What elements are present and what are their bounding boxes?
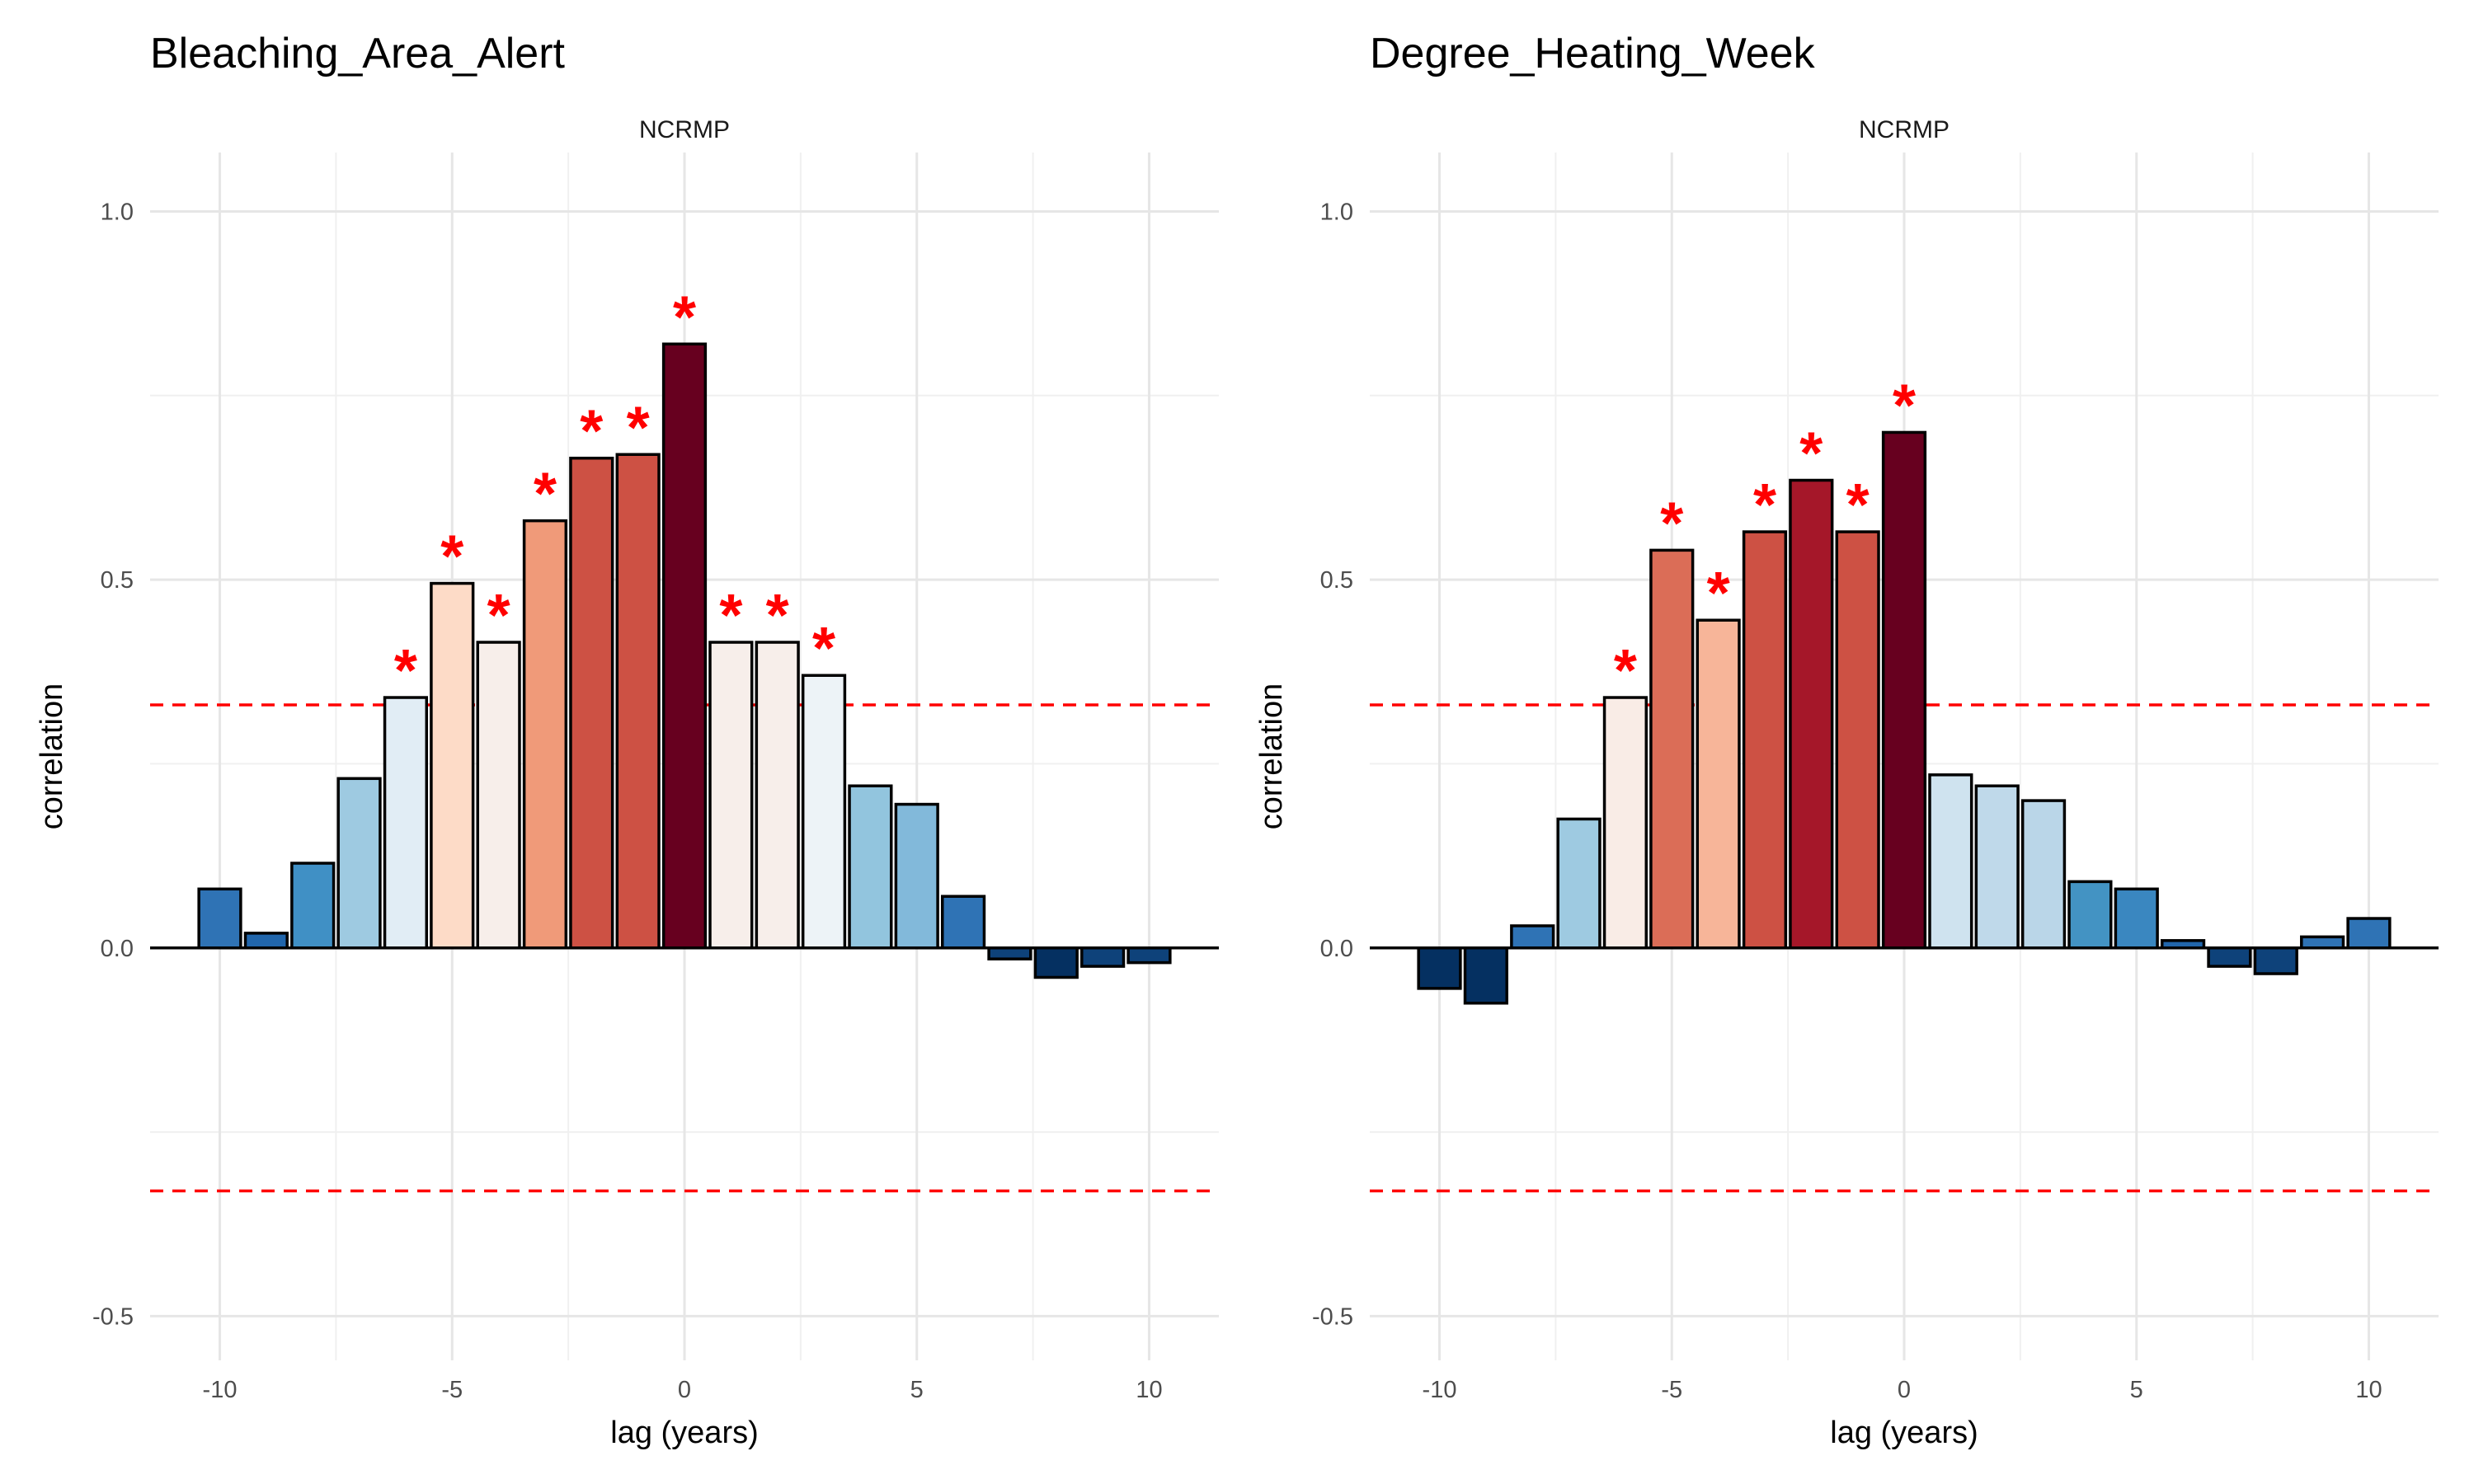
bar-lag-1: [1928, 773, 1973, 950]
chart-title: Bleaching_Area_Alert: [150, 30, 566, 77]
bar-lag-m6: [383, 696, 429, 950]
x-axis-label: lag (years): [610, 1416, 759, 1450]
bar-lag-2: [1974, 784, 2020, 950]
bar-lag-m8: [290, 862, 336, 950]
bar-lag-7: [987, 946, 1032, 960]
bar-lag-10: [1126, 946, 1172, 965]
bar-lag-m5: [1649, 548, 1695, 950]
star-lag-m6: *: [394, 638, 417, 704]
star-lag-1: *: [719, 583, 742, 649]
bar-lag-5: [2114, 887, 2159, 950]
x-tick-label: 0: [678, 1377, 691, 1403]
star-lag-m2: *: [1799, 421, 1823, 487]
bar-lag-4: [848, 784, 893, 950]
bar-lag-m10: [197, 887, 242, 950]
bar-lag-4: [2067, 880, 2113, 950]
y-axis-label: correlation: [1254, 683, 1289, 829]
bar-lag-8: [1033, 946, 1079, 979]
bar-lag-m1: [615, 453, 661, 950]
star-lag-m6: *: [1614, 638, 1637, 704]
star-lag-0: *: [673, 284, 696, 350]
bar-lag-0: [661, 342, 708, 950]
bar-lag-1: [708, 641, 754, 950]
bar-lag-m2: [569, 456, 614, 950]
y-tick-label: 1.0: [1320, 199, 1353, 225]
bar-lag-m6: [1602, 696, 1649, 950]
bar-lag-10: [2346, 917, 2392, 950]
star-lag-m5: *: [440, 524, 463, 590]
bar-lag-6: [940, 895, 986, 950]
bar-lag-0: [1881, 430, 1927, 950]
bar-lag-2: [755, 641, 800, 950]
star-lag-m4: *: [1707, 561, 1730, 627]
significance-markers: * * * * * * *: [1614, 373, 1916, 704]
y-tick-label: -0.5: [1312, 1303, 1353, 1330]
y-tick-label: 0.0: [101, 936, 134, 962]
chart-title: Degree_Heating_Week: [1370, 30, 1816, 77]
x-tick-label: -5: [441, 1377, 463, 1403]
star-lag-m3: *: [1753, 472, 1776, 538]
bar-lag-9: [2300, 935, 2345, 950]
bar-lag-m2: [1789, 478, 1834, 950]
x-tick-label: 0: [1898, 1377, 1911, 1403]
facet-strip-label: NCRMP: [1859, 116, 1950, 143]
star-lag-m1: *: [1846, 472, 1870, 538]
bars: [197, 342, 1172, 979]
star-lag-m5: *: [1660, 491, 1683, 556]
bars: [1417, 430, 2392, 1005]
y-tick-label: 0.5: [1320, 567, 1353, 594]
bar-lag-m5: [430, 581, 475, 950]
y-tick-label: 0.5: [101, 567, 134, 594]
significance-markers: * * * * * * * * * *: [394, 284, 835, 704]
star-lag-m2: *: [580, 399, 603, 465]
bar-lag-m4: [476, 641, 521, 950]
panel-1: * * * * * * * * * * -0.5 0.0 0.5 1.0 -10 -5 0 5 10 lag (yea…: [35, 30, 1219, 1450]
bar-lag-5: [894, 802, 939, 950]
bar-lag-9: [1080, 946, 1126, 968]
bar-lag-7: [2207, 946, 2252, 968]
bar-lag-m1: [1835, 530, 1880, 950]
bar-lag-m3: [522, 519, 568, 950]
star-lag-m3: *: [534, 462, 557, 528]
bar-lag-3: [2020, 799, 2067, 950]
x-axis-label: lag (years): [1830, 1416, 1978, 1450]
x-tick-label: 10: [1136, 1377, 1162, 1403]
x-tick-label: 5: [910, 1377, 924, 1403]
bar-lag-m4: [1696, 618, 1741, 950]
bar-lag-m7: [1556, 817, 1602, 950]
bar-lag-m9: [1463, 946, 1508, 1005]
star-lag-2: *: [766, 583, 789, 649]
bar-lag-m7: [336, 777, 382, 950]
x-tick-label: -10: [203, 1377, 238, 1403]
star-lag-0: *: [1893, 373, 1916, 439]
star-lag-m4: *: [487, 583, 510, 649]
x-tick-label: -5: [1661, 1377, 1682, 1403]
bar-lag-m10: [1417, 946, 1462, 990]
panel-2: * * * * * * * -0.5 0.0 0.5 1.0 -10 -5 0 5 10 lag (years)…: [1254, 30, 2439, 1450]
y-tick-label: -0.5: [92, 1303, 134, 1330]
x-tick-label: -10: [1423, 1377, 1457, 1403]
bar-lag-8: [2253, 946, 2298, 975]
star-lag-3: *: [812, 616, 835, 682]
bar-lag-m8: [1510, 924, 1555, 950]
facet-strip-label: NCRMP: [639, 116, 730, 143]
bar-lag-3: [801, 674, 847, 950]
y-axis-label: correlation: [35, 683, 69, 829]
star-lag-m1: *: [627, 395, 650, 461]
x-tick-label: 5: [2130, 1377, 2143, 1403]
bar-lag-m3: [1742, 530, 1788, 950]
bar-lag-m9: [243, 932, 289, 950]
x-tick-label: 10: [2355, 1377, 2382, 1403]
y-tick-label: 0.0: [1320, 936, 1353, 962]
y-tick-label: 1.0: [101, 199, 134, 225]
